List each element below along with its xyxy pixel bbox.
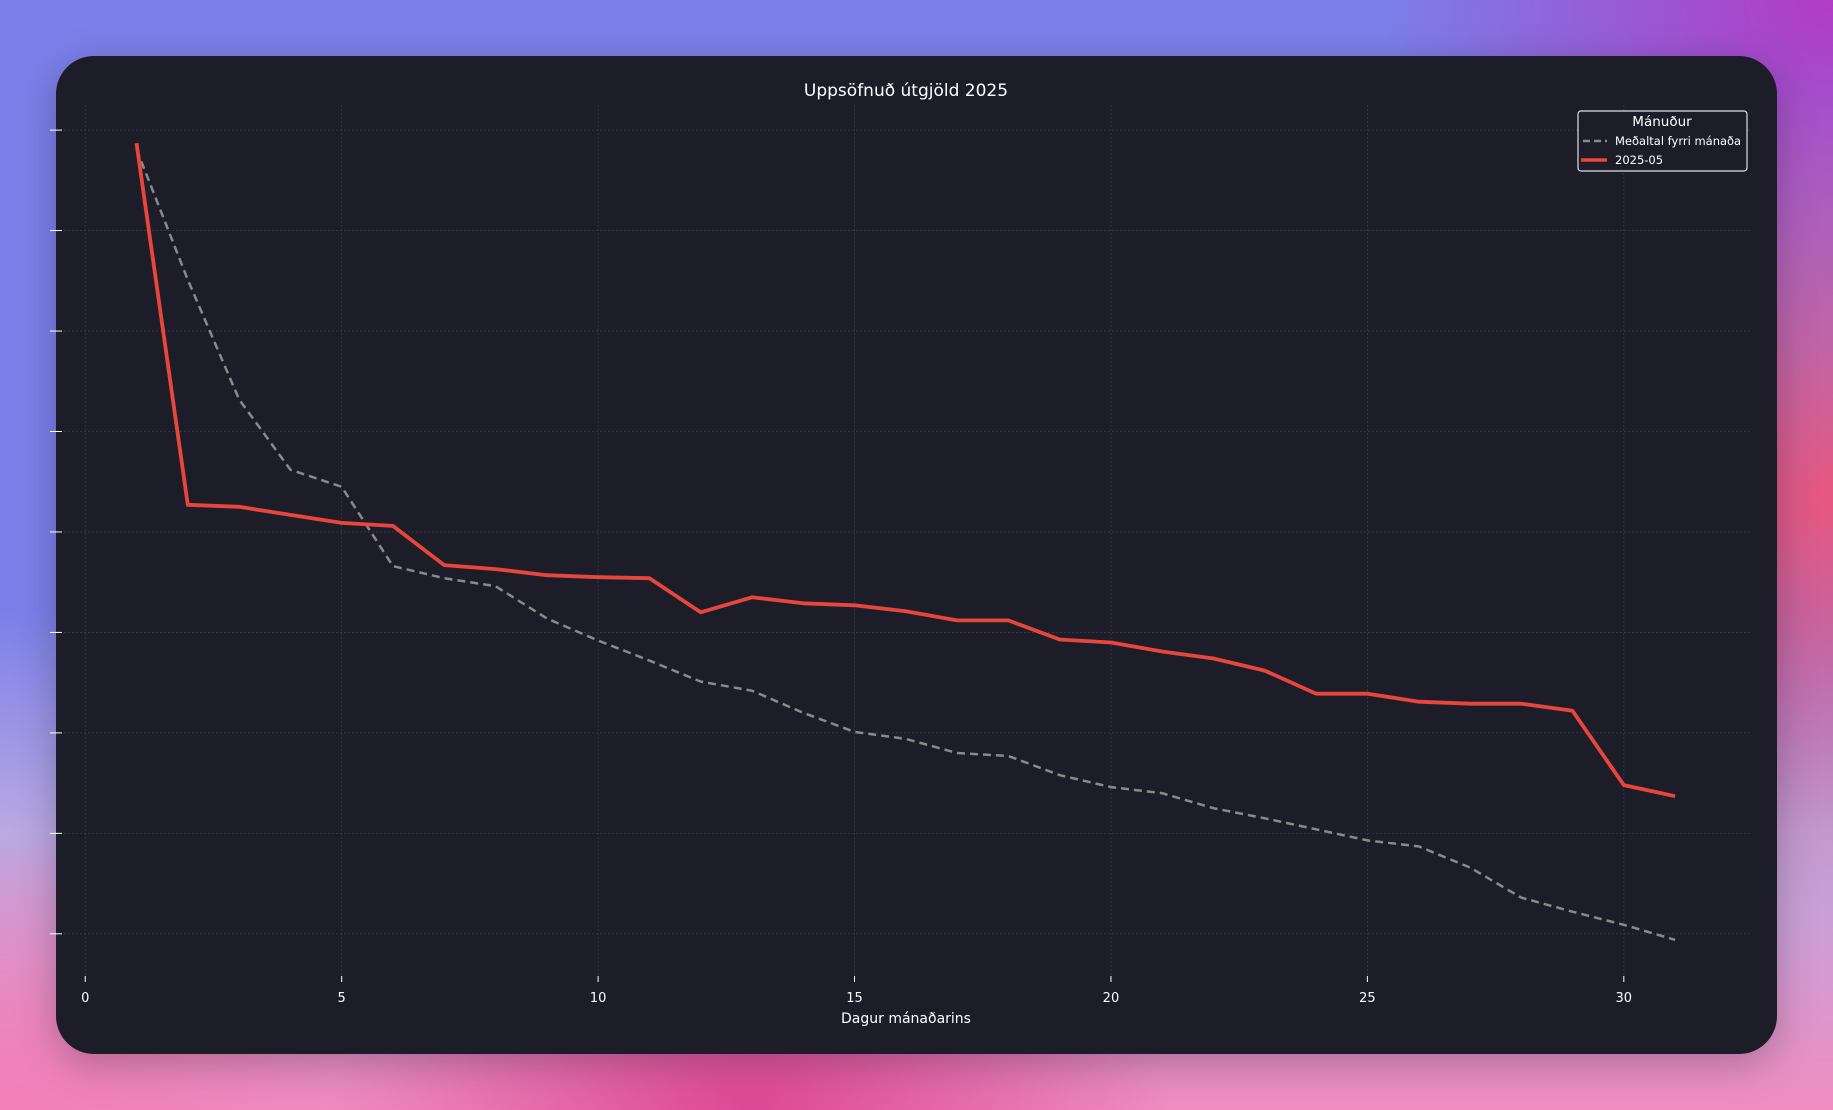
legend-title: Mánuður [1632,114,1692,130]
series-lines [134,142,1676,941]
chart-card [56,56,1777,1054]
x-tick-label: 25 [1359,991,1376,1006]
x-tick-label: 20 [1103,991,1120,1006]
legend-box [1577,110,1748,172]
legend-label-average: Meðaltal fyrri mánaða [1615,134,1741,148]
x-tick-label: 5 [338,991,346,1006]
legend-label-2025-05: 2025-05 [1615,153,1663,167]
chart-title: Uppsöfnuð útgjöld 2025 [804,81,1008,101]
ticks: 0 5 10 15 20 25 30 [50,129,1633,1006]
x-tick-label: 10 [590,991,607,1006]
series-line-average [135,148,1676,941]
x-tick-label: 30 [1616,991,1633,1006]
legend[interactable]: Mánuður Meðaltal fyrri mánaða 2025-05 [1577,110,1748,172]
x-axis-label: Dagur mánaðarins [841,1011,971,1027]
x-tick-label: 0 [81,991,89,1006]
grid [56,105,1751,976]
x-tick-label: 15 [846,991,863,1006]
series-line-2025-05 [134,142,1676,799]
